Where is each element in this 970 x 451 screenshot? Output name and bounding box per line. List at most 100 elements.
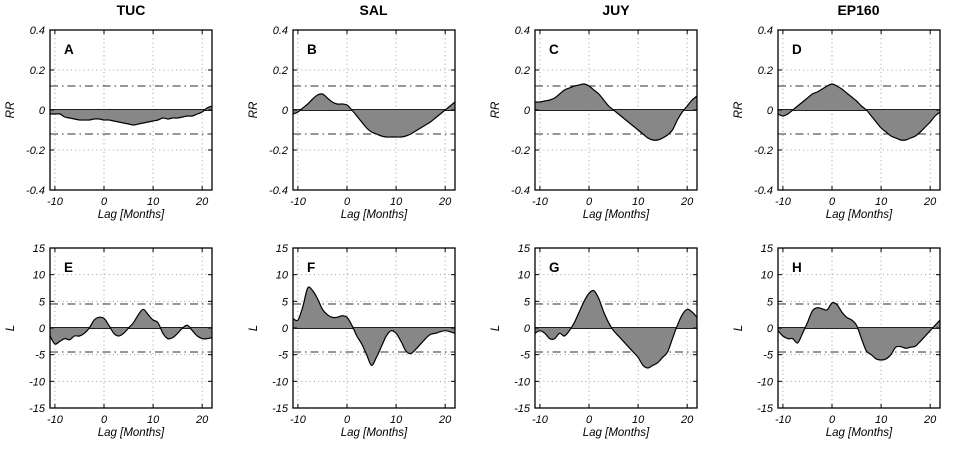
data-curve	[50, 308, 212, 345]
data-area	[535, 290, 697, 368]
x-tick-label: -10	[47, 196, 64, 208]
y-tick-label: 5	[524, 296, 531, 308]
subplot-f: -10 0 10 20 15 10 5 0 -5 -10 -15 Lag [Months] L F	[243, 223, 485, 446]
x-tick-label: 20	[680, 414, 694, 426]
data-curve	[50, 105, 212, 126]
panel-letter: D	[792, 42, 802, 57]
y-tick-label: -0.2	[511, 145, 530, 157]
y-tick-label: 0.2	[30, 65, 45, 77]
y-tick-label: 0	[766, 323, 773, 335]
y-tick-label: 0	[39, 323, 46, 335]
y-tick-label: -5	[35, 350, 46, 362]
panel-letter: B	[307, 42, 317, 57]
y-tick-label: -15	[757, 403, 774, 415]
column-title-ep160: EP160	[837, 2, 880, 18]
y-tick-label: 0.2	[272, 65, 287, 77]
subplot-d: -10 0 10 20 0.4 0.2 0 -0.2 -0.4 Lag [Months] RR D	[728, 0, 970, 223]
x-tick-label: 10	[874, 196, 887, 208]
y-axis-label: RR	[248, 102, 260, 119]
x-tick-label: 20	[923, 196, 937, 208]
y-tick-label: -15	[29, 403, 46, 415]
x-tick-label: 20	[438, 414, 452, 426]
x-tick-label: -10	[532, 196, 549, 208]
y-tick-label: 10	[760, 270, 773, 282]
x-axis-label: Lag [Months]	[583, 209, 650, 221]
x-axis-label: Lag [Months]	[583, 427, 650, 439]
subplot-c-svg: -10 0 10 20 0.4 0.2 0 -0.2 -0.4 Lag [Months] RR C	[490, 25, 698, 221]
x-tick-label: 0	[101, 414, 108, 426]
panel-letter: A	[64, 42, 74, 57]
y-tick-label: -0.4	[26, 185, 45, 197]
x-tick-label: 0	[343, 196, 350, 208]
x-axis-label: Lag [Months]	[98, 427, 165, 439]
x-tick-label: 10	[632, 196, 645, 208]
x-tick-label: 20	[923, 414, 937, 426]
column-title-juy: JUY	[602, 2, 630, 18]
y-tick-label: 10	[518, 270, 531, 282]
panel-letter: E	[64, 260, 73, 275]
data-area	[50, 106, 212, 125]
y-axis-label: L	[248, 325, 260, 331]
y-tick-label: -0.2	[269, 145, 288, 157]
x-tick-label: 10	[147, 196, 160, 208]
x-tick-label: 20	[195, 196, 209, 208]
data-area	[535, 83, 697, 141]
panel-letter: C	[549, 42, 559, 57]
data-curve	[535, 289, 697, 369]
y-tick-label: -10	[29, 376, 46, 388]
data-area	[292, 287, 455, 366]
data-area	[292, 93, 455, 138]
data-curve	[535, 83, 697, 141]
x-tick-label: 0	[101, 196, 108, 208]
y-tick-label: -5	[520, 350, 531, 362]
y-tick-label: -5	[763, 350, 774, 362]
y-tick-label: 10	[33, 270, 46, 282]
subplot-g: -10 0 10 20 15 10 5 0 -5 -10 -15 Lag [Months] L G	[485, 223, 727, 446]
y-tick-label: -10	[514, 376, 531, 388]
x-tick-label: 20	[195, 414, 209, 426]
y-tick-label: 0.4	[515, 25, 530, 37]
x-axis-label: Lag [Months]	[825, 427, 892, 439]
x-axis-label: Lag [Months]	[98, 209, 165, 221]
x-tick-label: 0	[586, 414, 593, 426]
y-tick-label: 15	[33, 243, 46, 255]
x-tick-label: 10	[632, 414, 645, 426]
x-axis-label: Lag [Months]	[340, 427, 407, 439]
panel-letter: F	[307, 260, 315, 275]
y-axis-label: RR	[490, 102, 502, 119]
x-tick-label: -10	[289, 196, 306, 208]
y-tick-label: 0	[524, 323, 531, 335]
column-title-tuc: TUC	[116, 2, 146, 18]
x-tick-label: 0	[586, 196, 593, 208]
x-tick-label: 10	[874, 414, 887, 426]
data-curve	[292, 93, 455, 138]
y-tick-label: 15	[518, 243, 531, 255]
y-axis-label: L	[490, 325, 502, 331]
y-tick-label: 0	[281, 323, 288, 335]
x-tick-label: 0	[828, 196, 835, 208]
x-tick-label: 20	[438, 196, 452, 208]
data-area	[777, 84, 940, 141]
y-tick-label: 0	[39, 105, 46, 117]
x-axis-label: Lag [Months]	[340, 209, 407, 221]
y-tick-label: -10	[272, 376, 289, 388]
x-tick-label: 10	[389, 414, 402, 426]
subplot-b: -10 0 10 20 0.4 0.2 0 -0.2 -0.4 Lag [Months] RR B	[243, 0, 485, 223]
panel-letter: G	[549, 260, 560, 275]
subplot-b-svg: -10 0 10 20 0.4 0.2 0 -0.2 -0.4 Lag [Months] RR B	[248, 25, 456, 221]
y-tick-label: 15	[275, 243, 288, 255]
data-curve	[777, 301, 940, 361]
subplot-a-svg: -10 0 10 20 0.4 0.2 0 -0.2 -0.4 Lag [Months] RR A	[5, 25, 213, 221]
x-tick-label: -10	[532, 414, 549, 426]
y-tick-label: -0.4	[754, 185, 773, 197]
y-tick-label: 15	[760, 243, 773, 255]
x-tick-label: -10	[774, 414, 791, 426]
y-tick-label: -5	[278, 350, 289, 362]
y-tick-label: 0.4	[30, 25, 45, 37]
x-tick-label: 20	[680, 196, 694, 208]
y-tick-label: -10	[757, 376, 774, 388]
